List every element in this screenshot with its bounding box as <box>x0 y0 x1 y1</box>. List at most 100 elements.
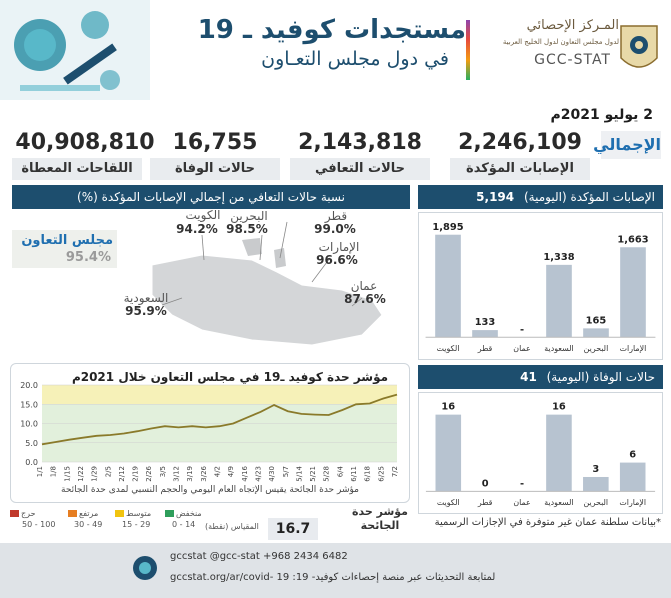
footer <box>0 543 671 598</box>
cases-bar <box>435 234 461 338</box>
severity-low-band <box>42 404 397 462</box>
legend-medium-range: 15 - 29 <box>122 520 151 529</box>
vaccines-total-label: اللقاحات المعطاة <box>12 158 142 180</box>
severity-x-tick-label: 6/25 <box>377 466 385 482</box>
cases-data-label: 1,895 <box>432 222 463 233</box>
severity-y-tick-label: 0.0 <box>25 458 38 467</box>
severity-x-tick-label: 3/12 <box>173 466 181 482</box>
uae-recovery-value: 96.6% <box>316 253 358 267</box>
cases-bar <box>620 247 646 338</box>
cases-category-label: السعودية <box>544 344 573 353</box>
severity-x-tick-label: 4/16 <box>241 465 249 481</box>
severity-y-tick-label: 20.0 <box>20 381 38 390</box>
legend-high-range: 30 - 49 <box>74 520 103 529</box>
severity-x-tick-label: 1/15 <box>63 466 71 482</box>
cases-category-label: البحرين <box>584 344 609 353</box>
report-date: 2 يوليو 2021م <box>550 107 653 123</box>
severity-x-tick-label: 2/5 <box>104 466 112 477</box>
severity-x-tick-label: 2/26 <box>145 465 153 481</box>
footer-link-text[interactable]: gccstat.org/ar/covid- 19 :لمتابعة التحدي… <box>170 572 496 583</box>
oman-data-note: *بيانات سلطنة عمان غير متوفرة في الإجازا… <box>434 517 661 528</box>
daily-deaths-total: 41 <box>520 370 537 384</box>
severity-x-tick-label: 4/30 <box>268 466 276 482</box>
severity-x-tick-label: 6/4 <box>336 465 344 477</box>
footer-social-links[interactable]: gccstat @gcc-stat +968 2434 6482 <box>170 551 348 562</box>
cases-category-label: الإمارات <box>620 344 647 353</box>
kuwait-recovery-value: 94.2% <box>176 222 218 236</box>
gcc-recovery-box: مجلس التعاون 95.4% <box>12 230 117 268</box>
severity-series-line <box>41 393 398 446</box>
page-title: مستجدات كوفيد ـ 19 <box>197 15 466 45</box>
cases-data-label: 1,338 <box>543 252 574 263</box>
severity-line-chart: 20.0 15.0 10.0 5.0 0.01/1 1/8 1/15 1/22 1/29 2/5 2… <box>20 381 399 482</box>
severity-chart-title: مؤشر حدة كوفيد ـ19 في مجلس التعاون خلال … <box>71 370 389 384</box>
cases-bar <box>546 264 572 338</box>
severity-x-tick-label: 1/1 <box>36 466 44 477</box>
vaccines-total-value: 40,908,810 <box>15 130 155 155</box>
severity-x-tick-label: 3/26 <box>200 465 208 481</box>
deaths-category-label: البحرين <box>584 498 609 507</box>
daily-cases-chart: 1,663 الإمارات 165 البحرين 1,338 السعودية - عما… <box>418 212 663 360</box>
bahrain-recovery-label: البحرين <box>230 209 268 223</box>
logo-subtext-arabic: لدول مجلس التعاون لدول الخليج العربية <box>502 38 619 46</box>
severity-x-tick-label: 3/19 <box>186 466 194 482</box>
deaths-bar <box>583 476 609 492</box>
deaths-total-value: 16,755 <box>172 130 258 155</box>
cases-category-label: عمان <box>513 344 530 353</box>
cases-bar <box>472 330 498 338</box>
recovery-panel-title: نسبة حالات التعافي من إجمالي الإصابات ال… <box>12 185 410 209</box>
severity-chart-note: مؤشر حدة الجائحة يقيس الإتجاه العام اليو… <box>61 485 359 495</box>
deaths-category-label: الكويت <box>437 498 460 507</box>
cases-data-label: 133 <box>475 317 496 328</box>
gcc-map <box>151 221 383 346</box>
saudi-recovery-label: السعودية <box>123 291 169 305</box>
legend-low-swatch <box>165 510 174 517</box>
severity-x-tick-label: 2/12 <box>118 466 126 482</box>
severity-label: مؤشر حدة الجائحة <box>352 505 408 532</box>
cases-category-label: قطر <box>477 344 493 353</box>
legend-medium-swatch <box>115 510 124 517</box>
cases-data-label: 165 <box>586 315 607 326</box>
virus-illustration <box>0 0 150 100</box>
confirmed-total-value: 2,246,109 <box>458 130 582 155</box>
legend-critical-name: حرج <box>21 509 36 518</box>
daily-deaths-panel-title: حالات الوفاة (اليومية) 41 <box>418 365 663 389</box>
severity-x-tick-label: 2/19 <box>132 466 140 482</box>
deaths-bar <box>546 414 572 492</box>
deaths-data-label: 16 <box>441 402 455 413</box>
severity-x-tick-label: 5/28 <box>323 466 331 482</box>
recovered-total-value: 2,143,818 <box>298 130 422 155</box>
severity-x-tick-label: 6/11 <box>350 466 358 482</box>
logo-text-english: GCC-STAT <box>534 52 611 68</box>
severity-scale-label: المقياس (نقطة) <box>205 522 259 531</box>
kuwait-recovery-label: الكويت <box>185 208 221 222</box>
deaths-total-label: حالات الوفاة <box>150 158 280 180</box>
logo-text-arabic: المـركز الإحصائي <box>526 18 619 33</box>
legend-critical-swatch <box>10 510 19 517</box>
severity-value: 16.7 <box>268 518 318 540</box>
severity-x-tick-label: 1/29 <box>91 466 99 482</box>
daily-cases-title: الإصابات المؤكدة (اليومية) <box>523 190 655 204</box>
severity-x-tick-label: 6/18 <box>364 466 372 482</box>
oman-recovery-value: 87.6% <box>344 292 386 306</box>
severity-y-tick-label: 5.0 <box>25 439 38 448</box>
severity-y-tick-label: 10.0 <box>20 420 38 429</box>
legend-medium-name: متوسط <box>126 509 152 518</box>
gcc-recovery-value: 95.4% <box>65 250 111 265</box>
legend-low-name: منخفض <box>176 509 202 518</box>
severity-y-tick-label: 15.0 <box>20 400 38 409</box>
legend-high-swatch <box>68 510 77 517</box>
deaths-data-label: 16 <box>552 402 566 413</box>
qatar-recovery-value: 99.0% <box>314 222 356 236</box>
deaths-category-label: عمان <box>513 498 530 507</box>
daily-cases-panel-title: الإصابات المؤكدة (اليومية) 5,194 <box>418 185 663 209</box>
severity-x-tick-label: 1/8 <box>50 466 58 477</box>
deaths-bar <box>435 414 462 492</box>
deaths-category-label: السعودية <box>544 498 573 507</box>
uae-recovery-label: الإمارات <box>318 240 360 254</box>
severity-medium-band <box>42 385 397 405</box>
legend-low-range: 0 - 14 <box>172 520 196 529</box>
header: مستجدات كوفيد ـ 19 في دول مجلس التعـاون … <box>0 0 671 100</box>
qatar-recovery-label: قطر <box>324 209 348 223</box>
severity-x-tick-label: 5/14 <box>295 465 303 481</box>
